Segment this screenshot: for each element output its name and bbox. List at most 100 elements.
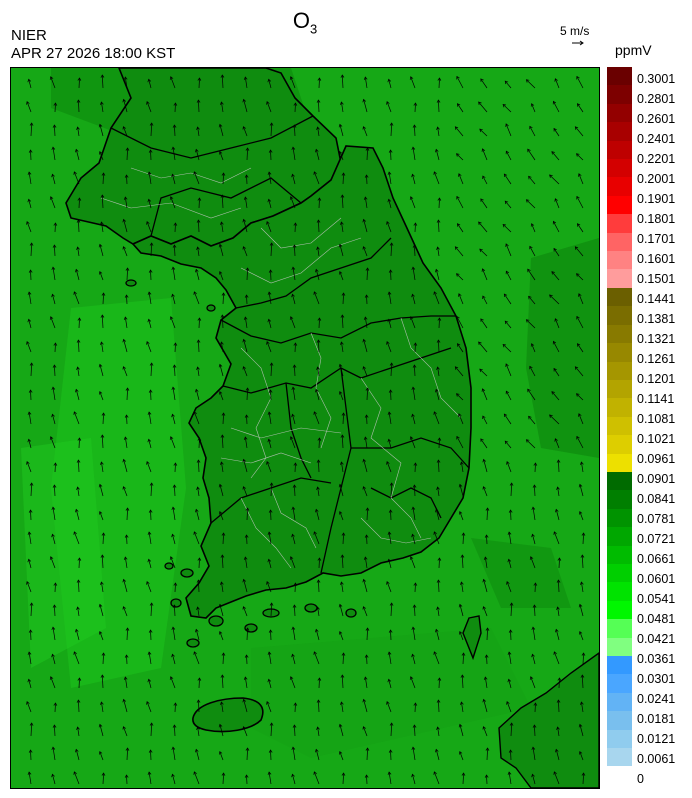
wind-vector <box>455 246 464 257</box>
wind-vector-head <box>409 556 414 560</box>
wind-vector <box>219 391 224 401</box>
wind-vector-head <box>267 651 272 656</box>
colorbar-label: 0.0961 <box>637 452 676 466</box>
wind-vector-head <box>505 243 509 247</box>
wind-vector <box>243 579 248 593</box>
ozone-map[interactable] <box>10 67 600 789</box>
wind-vector-head <box>220 74 225 78</box>
wind-vector-head <box>362 578 367 583</box>
wind-vector-head <box>316 366 320 371</box>
wind-vector <box>318 77 320 89</box>
wind-vector <box>435 149 440 161</box>
wind-vector-head <box>147 678 152 683</box>
wind-vector-head <box>289 556 294 560</box>
wind-vector <box>28 532 32 545</box>
wind-vector <box>174 484 176 497</box>
wind-vector-head <box>389 242 394 246</box>
wind-vector <box>290 676 296 689</box>
wind-vector <box>75 269 80 281</box>
wind-vector <box>198 437 200 449</box>
wind-vector-head <box>389 122 394 126</box>
wind-vector-head <box>171 293 175 298</box>
wind-vector <box>52 294 56 305</box>
wind-vector-head <box>171 386 176 391</box>
wind-vector-head <box>147 171 152 176</box>
wind-vector <box>270 722 273 737</box>
wind-vector-head <box>268 269 273 273</box>
wind-vector-head <box>266 221 270 225</box>
wind-vector <box>246 654 248 665</box>
wind-vector <box>534 604 536 617</box>
wind-vector-head <box>98 723 103 728</box>
wind-vector <box>412 534 416 545</box>
wind-vector-head <box>313 531 317 535</box>
wind-vector <box>341 462 344 473</box>
wind-vector-head <box>507 678 512 683</box>
wind-vector <box>531 103 536 113</box>
colorbar-cell <box>607 637 632 656</box>
wind-vector <box>532 507 536 521</box>
wind-vector <box>529 366 536 377</box>
wind-vector-head <box>242 218 247 223</box>
wind-vector-head <box>243 76 248 81</box>
colorbar-cell <box>607 214 632 233</box>
wind-vector <box>455 126 464 137</box>
wind-vector-head <box>197 557 202 561</box>
wind-vector-head <box>509 722 514 726</box>
wind-vector <box>435 269 440 281</box>
wind-vector-head <box>554 438 558 442</box>
wind-vector-head <box>436 699 441 703</box>
wind-vector-head <box>76 459 81 463</box>
wind-vector-head <box>412 124 417 128</box>
wind-vector-head <box>293 102 298 106</box>
wind-vector-head <box>531 746 536 751</box>
wind-vector <box>388 679 392 689</box>
province-boundaries <box>110 115 470 574</box>
wind-vector-head <box>578 413 582 417</box>
wind-vector-head <box>480 198 484 202</box>
colorbar-cell <box>607 269 632 288</box>
wind-vector-head <box>171 653 175 658</box>
wind-vector <box>386 221 392 233</box>
wind-vector-head <box>291 386 296 391</box>
wind-vector <box>363 339 368 353</box>
wind-vector <box>150 509 152 521</box>
wind-vector <box>554 198 560 209</box>
wind-vector <box>174 102 176 113</box>
wind-vector-head <box>338 363 343 368</box>
colorbar-cell <box>607 398 632 417</box>
wind-vector-head <box>388 269 393 273</box>
wind-vector <box>579 724 584 737</box>
wind-vector-head <box>171 266 176 271</box>
wind-vector <box>461 554 464 569</box>
colorbar-label: 0.0781 <box>637 512 676 526</box>
wind-vector <box>364 557 368 569</box>
wind-vector-head <box>316 606 320 611</box>
southwest-islands <box>125 279 357 648</box>
wind-vector <box>78 699 80 713</box>
wind-vector-head <box>576 273 580 277</box>
wind-vector-head <box>505 363 509 367</box>
ozone-map-canvas <box>11 68 599 788</box>
wind-vector <box>412 267 416 281</box>
wind-vector-head <box>314 748 319 753</box>
wind-vector <box>412 414 416 425</box>
wind-vector <box>576 153 584 161</box>
colorbar-label: 0.0361 <box>637 652 676 666</box>
wind-vector-head <box>576 315 580 320</box>
wind-vector-head <box>53 102 58 106</box>
wind-vector <box>198 339 200 353</box>
wind-vector-head <box>456 393 460 397</box>
wind-vector-head <box>508 749 513 753</box>
wind-vector-head <box>481 388 486 392</box>
wind-vector-head <box>123 676 128 681</box>
wind-vector-head <box>579 581 584 586</box>
wind-vector <box>582 772 584 785</box>
wind-vector <box>553 341 560 353</box>
wind-vector-head <box>433 651 437 655</box>
colorbar-cell <box>607 324 632 344</box>
wind-vector <box>54 462 56 473</box>
wind-vector <box>195 629 200 641</box>
wind-vector-head <box>338 390 343 395</box>
wind-vector <box>292 174 296 185</box>
